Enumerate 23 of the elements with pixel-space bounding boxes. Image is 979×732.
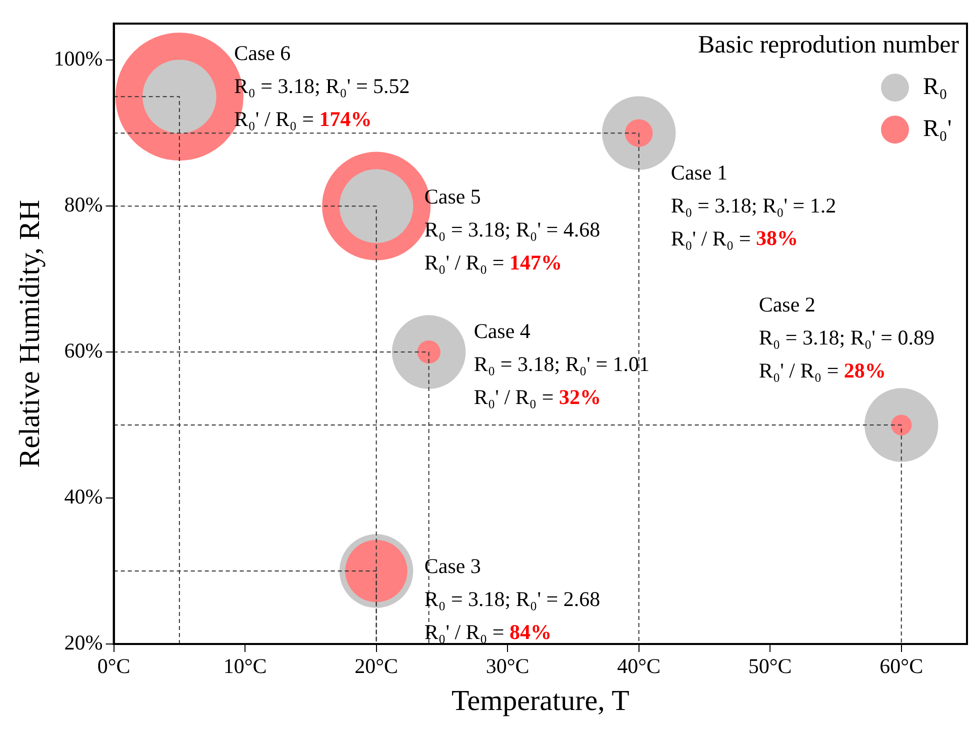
annotation: Case 4 R₀ = 3.18; R₀' = 1.01 R₀' / R₀ = 32% [474, 319, 650, 410]
y-tick-label: 80% [64, 192, 103, 217]
legend-title: Basic reprodution number [698, 32, 960, 59]
x-tick-label: 10°C [223, 654, 267, 678]
legend-label: R₀' [923, 116, 952, 142]
y-tick-label: 40% [64, 484, 103, 509]
annotation: Case 1 R₀ = 3.18; R₀' = 1.2 R₀' / R₀ = 38% [670, 160, 836, 250]
annotation: Case 6 R₀ = 3.18; R₀' = 5.52 R₀' / R₀ = 174% [234, 41, 410, 132]
x-tick-label: 20°C [354, 654, 398, 678]
annotation: Case 2 R₀ = 3.18; R₀' = 0.89 R₀' / R₀ = 28% [758, 292, 935, 382]
x-tick-label: 0°C [97, 654, 130, 678]
x-tick-label: 60°C [880, 654, 924, 678]
y-tick-label: 20% [64, 630, 103, 655]
annotation: Case 3 R₀ = 3.18; R₀' = 2.68 R₀' / R₀ = 84% [424, 554, 600, 644]
y-tick-label: 100% [54, 46, 103, 71]
x-axis-title: Temperature, T [452, 685, 630, 718]
legend-label: R₀ [923, 74, 948, 100]
y-axis-title: Relative Humidity, RH [14, 200, 46, 468]
annotation: Case 5 R₀ = 3.18; R₀' = 4.68 R₀' / R₀ = 147% [424, 184, 600, 274]
x-tick-label: 30°C [486, 654, 530, 678]
x-tick-label: 50°C [748, 654, 792, 678]
y-tick-label: 60% [64, 338, 103, 363]
x-tick-label: 40°C [617, 654, 661, 678]
